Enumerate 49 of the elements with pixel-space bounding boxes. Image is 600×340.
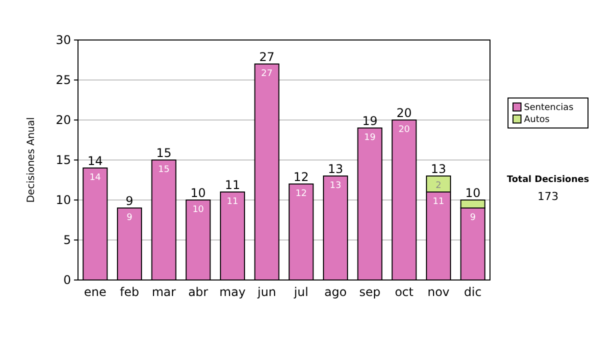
y-tick-label: 20 bbox=[56, 113, 71, 128]
total-label: 15 bbox=[156, 146, 172, 160]
x-tick-label: feb bbox=[120, 285, 140, 299]
x-tick-label: ene bbox=[84, 285, 106, 299]
y-tick-label: 0 bbox=[63, 273, 71, 288]
x-tick-label: ago bbox=[324, 285, 347, 299]
text: 173 bbox=[538, 190, 558, 203]
data-label: 11 bbox=[226, 197, 238, 207]
x-tick-label: nov bbox=[427, 285, 450, 299]
y-axis-title: Decisiones Anual bbox=[26, 117, 37, 203]
data-label: 27 bbox=[261, 69, 273, 79]
data-label: 19 bbox=[364, 133, 376, 143]
total-label: 9 bbox=[126, 194, 134, 208]
total-label: 11 bbox=[224, 178, 240, 192]
y-tick-label: 5 bbox=[63, 233, 71, 248]
y-tick-label: 10 bbox=[56, 193, 71, 208]
total-label: 27 bbox=[259, 50, 274, 64]
total-label: 20 bbox=[396, 106, 412, 120]
y-tick-label: 30 bbox=[56, 33, 71, 48]
legend-label: Autos bbox=[524, 115, 550, 126]
data-label: 10 bbox=[192, 205, 204, 215]
x-tick-label: jun bbox=[256, 285, 276, 299]
x-tick-label: abr bbox=[188, 285, 208, 299]
x-tick-label: sep bbox=[359, 285, 380, 299]
data-label: 15 bbox=[158, 165, 170, 175]
text: Total Decisiones bbox=[506, 175, 590, 185]
data-label: 9 bbox=[470, 213, 476, 223]
x-tick-label: dic bbox=[464, 285, 482, 299]
total-label: 13 bbox=[430, 162, 446, 176]
data-label: 14 bbox=[89, 173, 102, 183]
y-tick-label: 15 bbox=[56, 153, 71, 168]
total-label: 19 bbox=[362, 114, 378, 128]
total-label: 10 bbox=[190, 186, 206, 200]
data-label: 11 bbox=[432, 197, 444, 207]
x-tick-label: jul bbox=[293, 285, 308, 299]
data-label: 2 bbox=[436, 181, 442, 191]
total-label: 12 bbox=[294, 170, 309, 184]
total-label: 10 bbox=[465, 186, 480, 200]
data-label: 9 bbox=[126, 213, 133, 223]
data-label: 20 bbox=[398, 125, 410, 135]
x-tick-label: mar bbox=[152, 285, 176, 299]
data-label: 13 bbox=[330, 181, 342, 191]
total-label: 13 bbox=[328, 162, 344, 176]
y-tick-label: 25 bbox=[56, 73, 71, 88]
legend-label: Sentencias bbox=[524, 103, 574, 114]
total-label: 14 bbox=[88, 154, 103, 168]
x-tick-label: may bbox=[219, 285, 246, 299]
data-label: 12 bbox=[295, 189, 307, 199]
x-tick-label: oct bbox=[394, 285, 414, 299]
